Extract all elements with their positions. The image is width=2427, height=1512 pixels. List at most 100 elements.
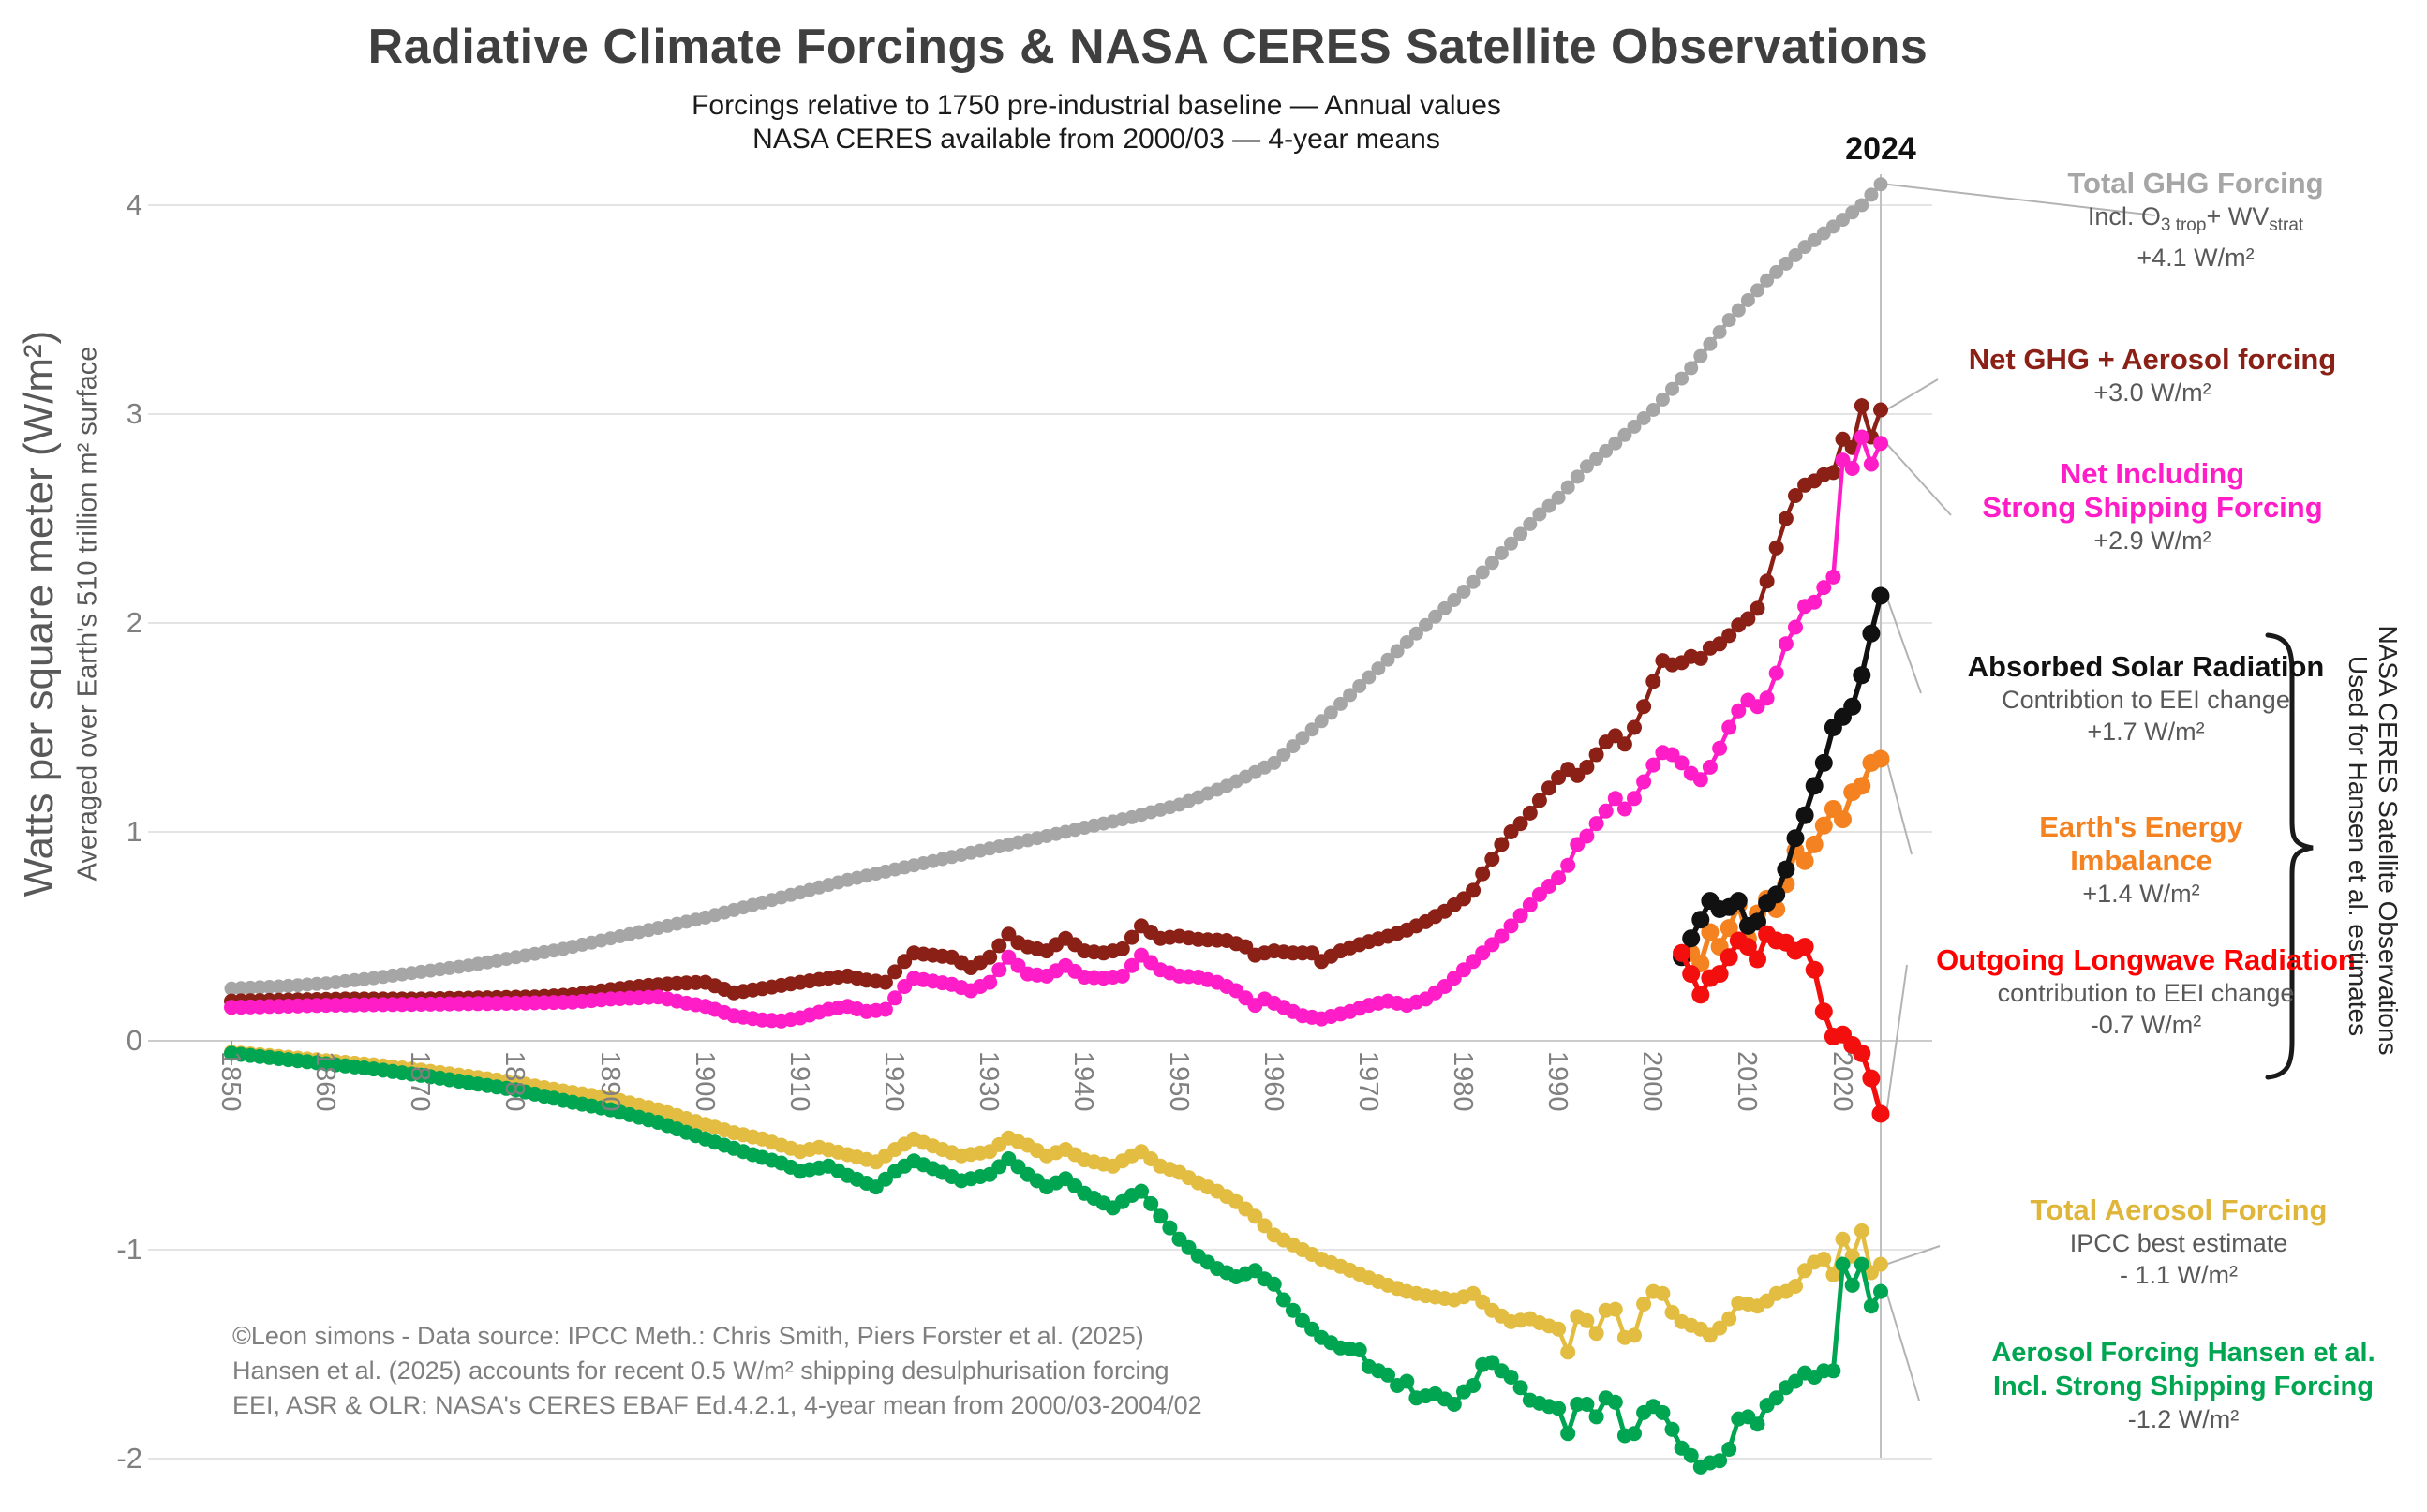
data-point-net-ghg-aerosol [1512,816,1528,832]
data-point-aerosol-hansen [1768,1390,1784,1406]
data-point-total-ghg [1541,498,1556,513]
data-point-net-shipping [1759,690,1775,706]
data-point-net-shipping [1551,870,1567,886]
annotation-olr-title: Outgoing Longwave Radiation [1936,943,2356,976]
data-point-olr [1738,938,1757,956]
data-point-net-shipping [887,990,903,1006]
data-point-olr [1814,1002,1833,1021]
data-point-net-shipping [1494,928,1510,944]
data-point-net-ghg-aerosol [1645,674,1661,689]
annotation-shipping-value: +2.9 W/m² [2093,526,2211,555]
data-point-net-ghg-aerosol [1873,402,1888,418]
data-point-total-ghg [1599,443,1614,458]
data-point-total-ghg [1399,635,1414,649]
data-point-total-ghg [1323,705,1338,720]
data-point-total-ghg [1286,739,1301,754]
data-point-aerosol-ipcc [1721,1311,1737,1327]
data-point-asr [1805,777,1824,795]
data-point-total-ghg [1466,574,1481,589]
data-point-net-ghg-aerosol [1759,573,1775,589]
annotation-net-ghg-aerosol: Net GHG + Aerosol forcing +3.0 W/m² [1890,343,2415,408]
data-point-net-ghg-aerosol [1740,611,1756,627]
data-point-net-shipping [1807,594,1823,610]
data-point-total-ghg [1343,688,1358,703]
data-point-total-ghg [1693,348,1708,363]
data-point-eei [1805,835,1824,853]
leader-line-olr [1885,964,1908,1115]
data-point-aerosol-ipcc [1588,1326,1604,1342]
x-tick-label-1890: 1890 [594,1051,625,1112]
data-point-total-ghg [1845,205,1860,220]
annotation-total-ghg: Total GHG Forcing Incl. O3 trop+ WVstrat… [1933,167,2427,274]
data-point-olr [1682,965,1701,984]
data-point-aerosol-hansen [1664,1421,1680,1437]
data-point-net-ghg-aerosol [1854,398,1869,414]
annotation-asr-sub: Contribtion to EEI change [2002,686,2290,714]
data-point-aerosol-hansen [1275,1292,1291,1308]
annotation-olr: Outgoing Longwave Radiation contribution… [1884,943,2408,1041]
annotation-eei-line2: Imbalance [2070,844,2212,877]
data-point-total-ghg [1295,731,1310,746]
attribution-line1: ©Leon simons - Data source: IPCC Meth.: … [232,1322,1144,1350]
formula-subscript: strat [2269,215,2304,235]
data-point-net-ghg-aerosol [1124,929,1139,945]
data-point-net-ghg-aerosol [991,938,1007,954]
series-net-ghg-aerosol [224,397,1888,1009]
data-point-total-ghg [1665,381,1679,396]
data-point-net-ghg-aerosol [1825,465,1841,481]
data-point-aerosol-hansen [1380,1367,1395,1383]
data-point-total-ghg [1836,213,1850,228]
data-point-total-ghg [1371,661,1386,676]
data-point-aerosol-hansen [1446,1397,1462,1412]
y-tick-label--1: -1 [116,1233,142,1266]
data-point-aerosol-ipcc [1873,1256,1888,1272]
data-point-total-ghg [1636,411,1651,425]
annotation-shipping-line2: Strong Shipping Forcing [1982,491,2323,524]
data-point-net-shipping [1844,461,1860,476]
data-point-total-ghg [1380,652,1395,667]
data-point-total-ghg [1333,696,1348,711]
data-point-net-shipping [1114,968,1130,984]
data-point-net-shipping [1712,740,1728,756]
x-tick-label-1880: 1880 [499,1051,530,1112]
data-point-asr [1749,912,1766,931]
attribution-line2: Hansen et al. (2025) accounts for recent… [232,1356,1169,1385]
data-point-net-ghg-aerosol [1588,747,1604,763]
data-point-aerosol-ipcc [1636,1297,1652,1312]
data-point-total-ghg [1684,361,1699,376]
data-point-aerosol-ipcc [1607,1301,1623,1317]
data-point-aerosol-hansen [1285,1302,1301,1318]
leader-line-total_ghg [1885,183,2156,216]
x-tick-label-1980: 1980 [1447,1051,1478,1112]
data-point-aerosol-hansen [1863,1298,1879,1314]
data-point-total-ghg [1504,536,1518,551]
annotation-total-ghg-title: Total GHG Forcing [2067,167,2324,200]
y-tick-label-4: 4 [126,188,142,221]
data-point-total-ghg [1675,371,1690,386]
annotation-net-value: +3.0 W/m² [2093,378,2211,407]
data-point-total-ghg [1731,303,1746,318]
data-point-net-shipping [1598,803,1614,819]
data-point-net-shipping [1522,897,1538,912]
data-point-aerosol-ipcc [1627,1327,1642,1343]
x-tick-label-1930: 1930 [974,1051,1005,1112]
data-point-olr [1710,965,1729,984]
data-point-total-ghg [1428,609,1443,624]
series-line-total-ghg [231,183,1883,991]
data-point-total-ghg [1750,283,1764,298]
data-point-total-ghg [1721,313,1736,328]
data-point-eei [1701,923,1720,941]
leader-line-asr [1885,595,1922,694]
data-point-aerosol-hansen [1162,1220,1178,1236]
data-point-net-ghg-aerosol [1616,736,1632,752]
data-point-aerosol-hansen [1588,1409,1604,1425]
data-point-eei [1814,816,1833,835]
data-point-total-ghg [1304,722,1319,737]
annotation-total-ghg-value: +4.1 W/m² [2137,244,2255,272]
data-point-total-ghg [1579,459,1594,474]
data-point-net-shipping [1854,429,1869,445]
x-tick-label-1970: 1970 [1352,1051,1383,1112]
data-point-net-shipping [991,962,1007,978]
annotation-olr-value: -0.7 W/m² [2090,1011,2202,1039]
data-point-net-shipping [1627,791,1642,807]
